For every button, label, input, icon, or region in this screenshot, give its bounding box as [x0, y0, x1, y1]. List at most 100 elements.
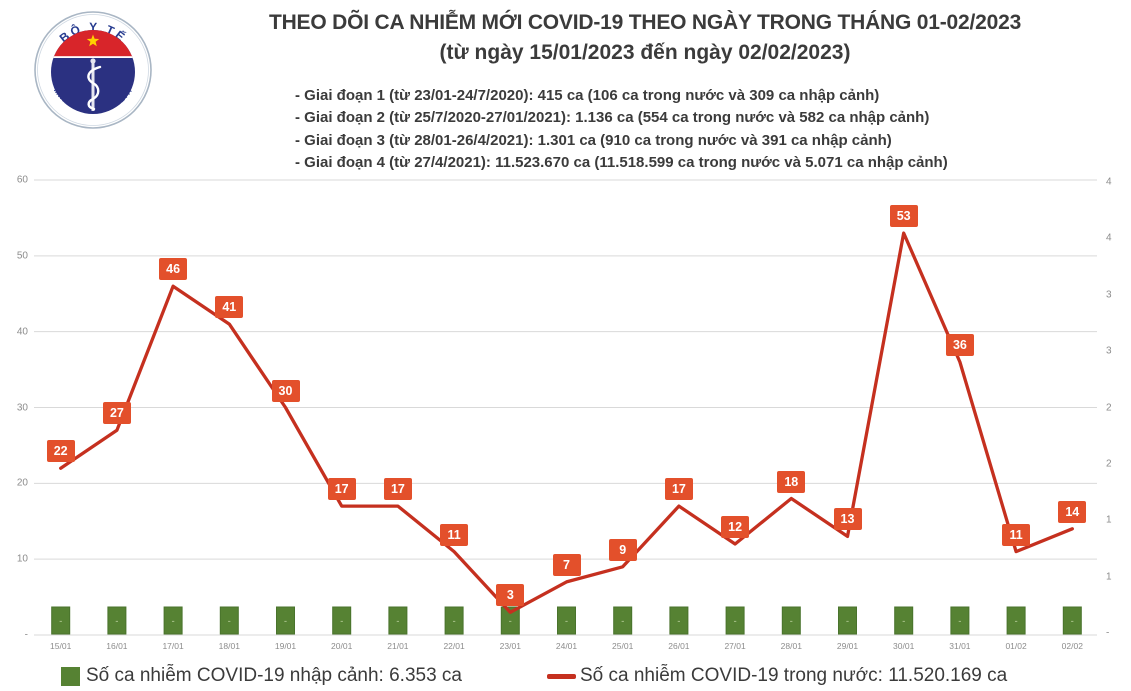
legend-domestic-label: Số ca nhiễm COVID-19 trong nước: 11.520.… [580, 665, 1008, 686]
data-point-label: 7 [552, 553, 581, 576]
legend-domestic-swatch-icon [547, 674, 576, 679]
right-axis-tick: 3 [1106, 345, 1112, 357]
data-point-label: 12 [721, 516, 750, 538]
data-point-label: 27 [102, 402, 131, 425]
imported-cases-bar [1006, 606, 1026, 635]
ministry-of-health-logo: BỘ Y TẾ MINISTRY OF HEALTH [34, 11, 152, 129]
bar-value-label: - [59, 616, 62, 626]
data-point-label: 41 [215, 296, 244, 319]
imported-cases-bar [838, 606, 857, 635]
x-axis-date-label: 19/01 [274, 641, 297, 651]
bar-value-label: - [340, 616, 343, 626]
data-point-label: 14 [1058, 500, 1087, 523]
bar-value-label: - [396, 616, 399, 626]
imported-cases-bar [444, 606, 464, 635]
imported-cases-bar [332, 606, 352, 635]
imported-cases-bar [950, 606, 970, 635]
left-axis-tick: 50 [16, 250, 28, 262]
logo-staff-snake-icon [87, 58, 102, 111]
x-axis-date-label: 24/01 [555, 641, 578, 651]
x-axis-date-label: 25/01 [612, 641, 634, 651]
phase-line-2: - Giai đoạn 2 (từ 25/7/2020-27/01/2021):… [295, 109, 930, 127]
imported-cases-bar [276, 606, 295, 635]
bar-value-label: - [172, 616, 175, 626]
bar-value-label: - [565, 616, 568, 626]
imported-cases-bar [894, 606, 914, 635]
phase-line-1: - Giai đoạn 1 (từ 23/01-24/7/2020): 415 … [295, 87, 880, 104]
right-axis-tick: - [1106, 627, 1110, 639]
imported-cases-bar [1062, 606, 1082, 635]
imported-cases-bar [781, 606, 801, 635]
x-axis-date-label: 15/01 [50, 641, 72, 651]
left-axis-tick: 60 [16, 174, 28, 186]
phase-line-4: - Giai đoạn 4 (từ 27/4/2021): 11.523.670… [295, 153, 948, 171]
left-axis-tick: - [24, 629, 28, 641]
imported-cases-bar [388, 606, 408, 635]
imported-cases-bar [557, 606, 576, 635]
right-axis-tick: 4 [1106, 176, 1112, 188]
page-title: THEO DÕI CA NHIỄM MỚI COVID-19 THEO NGÀY… [268, 11, 1022, 34]
x-axis-date-label: 18/01 [218, 641, 240, 651]
bar-value-label: - [734, 616, 737, 626]
data-point-label: 46 [159, 258, 188, 281]
data-point-label: 53 [889, 205, 918, 228]
left-axis-tick: 30 [16, 402, 28, 413]
bar-value-label: - [284, 616, 287, 626]
bar-value-label: - [1015, 616, 1018, 626]
imported-cases-bar [669, 606, 689, 635]
x-axis-date-label: 02/02 [1061, 641, 1083, 651]
x-axis-date-label: 28/01 [780, 641, 802, 651]
data-point-label: 11 [1002, 523, 1031, 546]
bar-value-label: - [509, 616, 512, 626]
data-point-label: 17 [383, 478, 412, 501]
legend-imported-swatch-icon [61, 667, 80, 686]
x-axis-date-label: 29/01 [836, 641, 859, 651]
right-axis-tick: 1 [1106, 571, 1112, 583]
legend-imported-label: Số ca nhiễm COVID-19 nhập cảnh: 6.353 ca [86, 665, 463, 686]
bar-value-label: - [228, 616, 231, 626]
x-axis-date-label: 20/01 [331, 641, 353, 651]
page-subtitle: (từ ngày 15/01/2023 đến ngày 02/02/2023) [439, 41, 851, 64]
bar-value-label: - [115, 616, 118, 626]
imported-cases-bar [107, 606, 127, 635]
data-point-label: 36 [945, 334, 974, 356]
imported-cases-bar [219, 606, 239, 635]
header: THEO DÕI CA NHIỄM MỚI COVID-19 THEO NGÀY… [160, 8, 1130, 68]
x-axis-date-label: 31/01 [949, 641, 971, 651]
x-axis-date-label: 23/01 [499, 641, 521, 651]
data-point-label: 18 [777, 470, 806, 493]
left-axis-tick: 10 [16, 553, 28, 565]
data-point-label: 9 [608, 538, 637, 561]
right-axis-tick: 2 [1106, 402, 1112, 414]
right-axis-tick: 1 [1106, 514, 1112, 526]
data-point-label: 30 [271, 379, 300, 402]
phase-summary-list: - Giai đoạn 1 (từ 23/01-24/7/2020): 415 … [295, 85, 948, 174]
data-point-label: 3 [496, 584, 525, 607]
left-axis-tick: 40 [16, 326, 28, 338]
x-axis-date-label: 21/01 [387, 641, 409, 651]
imported-cases-bar [500, 606, 520, 635]
bar-value-label: - [621, 616, 624, 626]
bar-value-label: - [958, 616, 961, 626]
x-axis-date-label: 17/01 [162, 641, 184, 651]
data-point-label: 17 [664, 478, 693, 501]
bar-value-label: - [846, 616, 849, 626]
bar-value-label: - [677, 616, 680, 626]
right-axis-tick: 2 [1106, 458, 1112, 470]
bar-value-label: - [902, 616, 905, 626]
x-axis-date-label: 30/01 [893, 641, 915, 651]
chart-legend: Số ca nhiễm COVID-19 nhập cảnh: 6.353 ca… [0, 662, 1131, 690]
bar-value-label: - [453, 616, 456, 626]
data-point-label: 22 [46, 440, 75, 463]
x-axis-date-label: 26/01 [668, 641, 690, 651]
right-axis-tick: 3 [1106, 289, 1112, 301]
bar-value-label: - [790, 616, 793, 626]
x-axis-date-label: 01/02 [1005, 641, 1027, 651]
data-point-label: 11 [440, 523, 469, 546]
imported-cases-bar [613, 606, 633, 635]
phase-line-3: - Giai đoạn 3 (từ 28/01-26/4/2021): 1.30… [295, 131, 892, 149]
data-point-label: 17 [327, 478, 356, 501]
x-axis-date-label: 27/01 [724, 641, 746, 651]
imported-cases-bar [725, 606, 745, 635]
